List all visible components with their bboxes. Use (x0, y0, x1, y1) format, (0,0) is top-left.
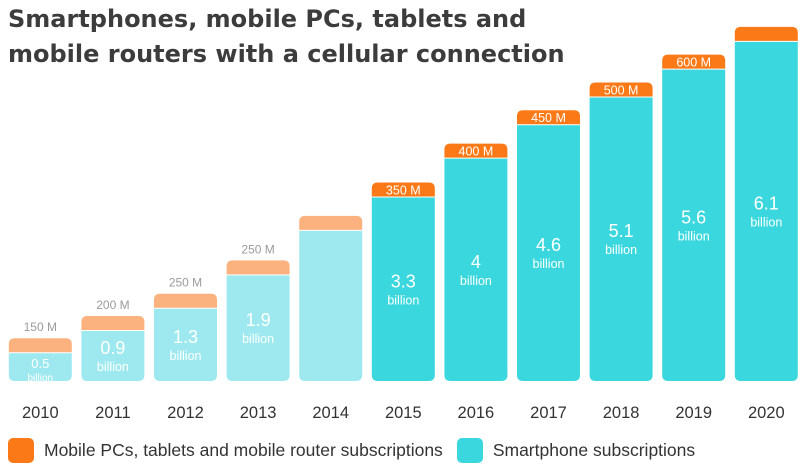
label-smartphone-unit: billion (28, 373, 54, 384)
bar-mobile-pc (226, 260, 290, 275)
bar-mobile-pc (589, 82, 653, 97)
label-smartphone-unit: billion (97, 360, 129, 374)
x-tick-label: 2012 (167, 404, 204, 422)
stacked-bar-chart: 150 M 0.5 billion 2010 200 M 0.9 billion 2011 25… (8, 26, 798, 422)
label-mobile-pc: 200 M (96, 298, 129, 312)
bar-smartphone (226, 275, 290, 381)
x-tick-label: 2010 (22, 404, 59, 422)
chart-legend: Mobile PCs, tablets and mobile router su… (8, 437, 709, 463)
bar-mobile-pc (444, 143, 508, 158)
x-tick-label: 2019 (675, 404, 712, 422)
legend-swatch-mobile-pc (8, 437, 34, 463)
label-smartphone-value: 1.9 (246, 310, 271, 330)
bar-smartphone (371, 197, 435, 381)
label-mobile-pc: 450 M (531, 111, 566, 125)
label-smartphone-value: 0.5 (31, 356, 49, 371)
label-smartphone-unit: billion (678, 229, 710, 243)
bar-smartphone (8, 353, 72, 381)
bar-smartphone (734, 41, 798, 382)
label-mobile-pc: 500 M (604, 83, 639, 97)
x-tick-label: 2015 (385, 404, 422, 422)
chart-title: Smartphones, mobile PCs, tablets and mob… (8, 2, 568, 72)
label-smartphone-value: 4.6 (536, 235, 561, 255)
label-smartphone-value: 1.3 (173, 327, 198, 347)
label-mobile-pc: 150 M (24, 320, 57, 334)
chart-title-line-1: Smartphones, mobile PCs, tablets and (8, 5, 527, 33)
legend-label-mobile-pc: Mobile PCs, tablets and mobile router su… (44, 439, 443, 460)
x-tick-label: 2011 (95, 404, 130, 422)
label-smartphone-value: 0.9 (100, 338, 125, 358)
bar-mobile-pc (299, 215, 363, 230)
bar-mobile-pc (734, 26, 798, 41)
label-mobile-pc: 250 M (169, 276, 202, 290)
x-tick-label: 2016 (458, 404, 495, 422)
bar-smartphone (299, 230, 363, 381)
label-smartphone-unit: billion (387, 293, 419, 307)
x-tick-label: 2018 (603, 404, 640, 422)
bar-mobile-pc (154, 293, 217, 308)
label-smartphone-unit: billion (242, 332, 274, 346)
bar-mobile-pc (8, 338, 72, 353)
x-tick-label: 2020 (748, 404, 785, 422)
label-smartphone-unit: billion (460, 274, 492, 288)
label-mobile-pc: 400 M (459, 145, 494, 159)
legend-item-mobile-pc: Mobile PCs, tablets and mobile router su… (8, 437, 443, 463)
bar-smartphone (517, 125, 580, 382)
bar-mobile-pc (662, 54, 726, 69)
label-smartphone-value: 4 (471, 252, 481, 272)
label-smartphone-unit: billion (605, 243, 637, 257)
chart-title-line-2: mobile routers with a cellular connectio… (8, 40, 565, 68)
label-smartphone-value: 5.6 (681, 207, 706, 227)
bar-smartphone (81, 330, 145, 381)
bar-mobile-pc (371, 182, 435, 197)
label-smartphone-unit: billion (170, 349, 202, 363)
label-mobile-pc: 250 M (241, 242, 274, 256)
label-mobile-pc: 600 M (676, 56, 711, 70)
bar-smartphone (662, 69, 726, 381)
label-smartphone-unit: billion (533, 257, 565, 271)
bar-mobile-pc (517, 110, 580, 125)
label-smartphone-unit: billion (750, 215, 782, 229)
bar-smartphone (444, 158, 508, 381)
legend-label-smartphone: Smartphone subscriptions (492, 439, 696, 460)
label-smartphone-value: 3.3 (391, 271, 416, 291)
bar-smartphone (589, 97, 653, 381)
x-tick-label: 2013 (240, 404, 277, 422)
label-smartphone-value: 6.1 (754, 193, 779, 213)
legend-item-smartphone: Smartphone subscriptions (456, 437, 696, 463)
label-smartphone-value: 5.1 (609, 221, 634, 241)
bar-smartphone (154, 308, 217, 381)
legend-swatch-smartphone (456, 437, 483, 463)
x-tick-label: 2014 (312, 404, 349, 422)
x-tick-label: 2017 (530, 404, 567, 422)
bar-mobile-pc (81, 315, 145, 330)
label-mobile-pc: 350 M (386, 184, 421, 198)
